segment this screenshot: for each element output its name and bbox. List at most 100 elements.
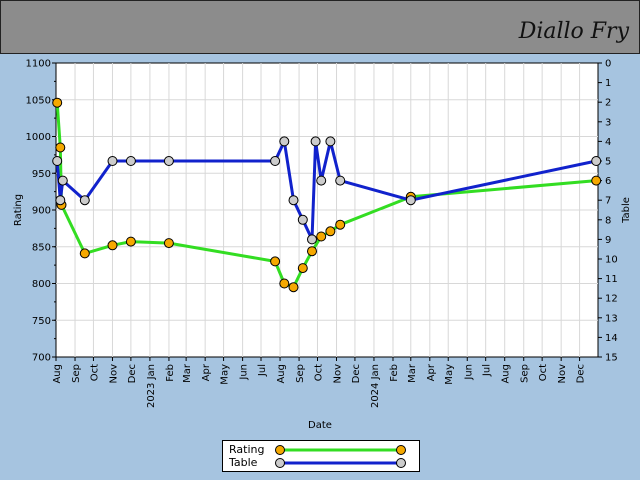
legend-label-table: Table bbox=[229, 456, 258, 469]
x-tick-label: Dec bbox=[351, 364, 362, 383]
y-axis-label-left: Rating bbox=[13, 194, 24, 226]
legend-label-rating: Rating bbox=[229, 443, 265, 456]
x-tick-label: May bbox=[220, 364, 231, 385]
legend-swatches bbox=[275, 445, 406, 468]
data-point-rating bbox=[163, 238, 174, 249]
data-point-rating bbox=[125, 236, 136, 247]
data-point-table bbox=[125, 156, 136, 166]
right-tick-label: 15 bbox=[605, 353, 618, 364]
right-tick-label: 6 bbox=[605, 176, 611, 187]
grid-lines bbox=[56, 63, 598, 357]
right-tick-label: 13 bbox=[605, 313, 618, 324]
data-point-rating bbox=[307, 246, 317, 257]
legend-item-rating: Rating bbox=[229, 443, 264, 457]
series-layer bbox=[52, 97, 602, 293]
x-tick-label: 2023 Jan bbox=[146, 364, 157, 408]
x-tick-label: Sep bbox=[295, 364, 306, 383]
data-point-table bbox=[55, 195, 66, 206]
left-tick-label: 900 bbox=[32, 206, 51, 217]
data-point-table bbox=[279, 136, 290, 147]
right-tick-label: 5 bbox=[605, 157, 611, 168]
x-axis: Aug Sep Oct Nov Dec 2023 Jan Feb Mar Apr May Jun Ju… bbox=[52, 357, 587, 408]
data-point-table bbox=[307, 234, 317, 245]
legend-marker-rating bbox=[275, 445, 285, 455]
x-tick-label: Sep bbox=[520, 364, 531, 383]
data-point-table bbox=[270, 156, 281, 166]
x-tick-label: Dec bbox=[127, 364, 138, 383]
data-point-rating bbox=[297, 263, 308, 274]
x-tick-label: Apr bbox=[426, 363, 437, 381]
data-point-table bbox=[335, 175, 346, 186]
legend-marker-table bbox=[275, 458, 285, 468]
data-point-rating bbox=[107, 240, 118, 251]
x-tick-label: Apr bbox=[201, 363, 212, 381]
x-tick-label: Jul bbox=[482, 364, 493, 377]
right-tick-label: 12 bbox=[605, 294, 618, 305]
right-tick-label: 0 bbox=[605, 59, 611, 70]
x-tick-label: Nov bbox=[108, 364, 119, 384]
x-axis-label: Date bbox=[308, 420, 332, 431]
x-tick-label: Jul bbox=[257, 364, 268, 377]
x-tick-label: Sep bbox=[71, 364, 82, 383]
right-tick-label: 10 bbox=[605, 255, 618, 266]
data-point-rating bbox=[79, 248, 90, 259]
data-point-rating bbox=[316, 231, 327, 242]
x-tick-label: Nov bbox=[333, 364, 344, 384]
right-tick-label: 2 bbox=[605, 98, 611, 109]
player-name: Diallo Fry bbox=[518, 19, 629, 44]
left-tick-label: 850 bbox=[32, 242, 51, 253]
legend: Rating Table bbox=[222, 440, 420, 472]
legend-marker-rating bbox=[396, 445, 406, 455]
data-point-table bbox=[107, 156, 118, 166]
x-tick-label: Aug bbox=[501, 364, 512, 384]
x-tick-label: Oct bbox=[538, 364, 549, 381]
data-point-table bbox=[79, 195, 90, 206]
data-point-rating bbox=[55, 142, 66, 153]
x-tick-label: Oct bbox=[313, 364, 324, 381]
x-tick-label: Mar bbox=[407, 363, 418, 383]
data-point-rating bbox=[52, 97, 63, 108]
data-point-table bbox=[310, 136, 321, 147]
data-point-table bbox=[325, 136, 336, 147]
data-point-rating bbox=[325, 226, 336, 237]
left-tick-label: 750 bbox=[32, 316, 51, 327]
left-tick-label: 1050 bbox=[26, 95, 51, 106]
header-bar: Diallo Fry bbox=[0, 0, 640, 54]
right-tick-label: 7 bbox=[605, 196, 611, 207]
left-tick-label: 1000 bbox=[26, 132, 51, 143]
left-tick-label: 700 bbox=[32, 353, 51, 364]
x-tick-label: Aug bbox=[52, 364, 63, 384]
left-tick-label: 1100 bbox=[26, 59, 51, 70]
data-point-rating bbox=[288, 282, 299, 293]
data-point-rating bbox=[270, 256, 281, 267]
data-point-table bbox=[57, 175, 68, 186]
x-tick-label: Feb bbox=[389, 364, 400, 382]
x-tick-label: Mar bbox=[182, 363, 193, 383]
data-point-table bbox=[591, 156, 602, 166]
x-tick-label: Aug bbox=[276, 364, 287, 384]
right-tick-label: 4 bbox=[605, 137, 611, 148]
legend-marker-table bbox=[396, 458, 406, 468]
data-point-rating bbox=[591, 175, 602, 186]
y-axis-label-right: Table bbox=[621, 197, 632, 224]
x-tick-label: Jun bbox=[463, 364, 474, 381]
data-point-table bbox=[163, 156, 174, 166]
data-point-table bbox=[288, 195, 299, 206]
x-tick-label: Jun bbox=[239, 364, 250, 381]
data-point-rating bbox=[335, 219, 346, 230]
data-point-table bbox=[316, 175, 327, 186]
right-tick-label: 11 bbox=[605, 274, 618, 285]
right-tick-label: 8 bbox=[605, 215, 611, 226]
left-tick-label: 800 bbox=[32, 279, 51, 290]
x-tick-label: Dec bbox=[576, 364, 587, 383]
data-point-table bbox=[52, 156, 63, 166]
x-tick-label: Nov bbox=[557, 364, 568, 384]
x-tick-label: May bbox=[444, 364, 455, 385]
left-axis: 700 750 800 850 900 950 1000 1050 1100 bbox=[26, 59, 56, 364]
left-tick-label: 950 bbox=[32, 169, 51, 180]
legend-item-table: Table bbox=[229, 456, 257, 470]
x-tick-label: Feb bbox=[165, 364, 176, 382]
right-tick-label: 9 bbox=[605, 235, 611, 246]
